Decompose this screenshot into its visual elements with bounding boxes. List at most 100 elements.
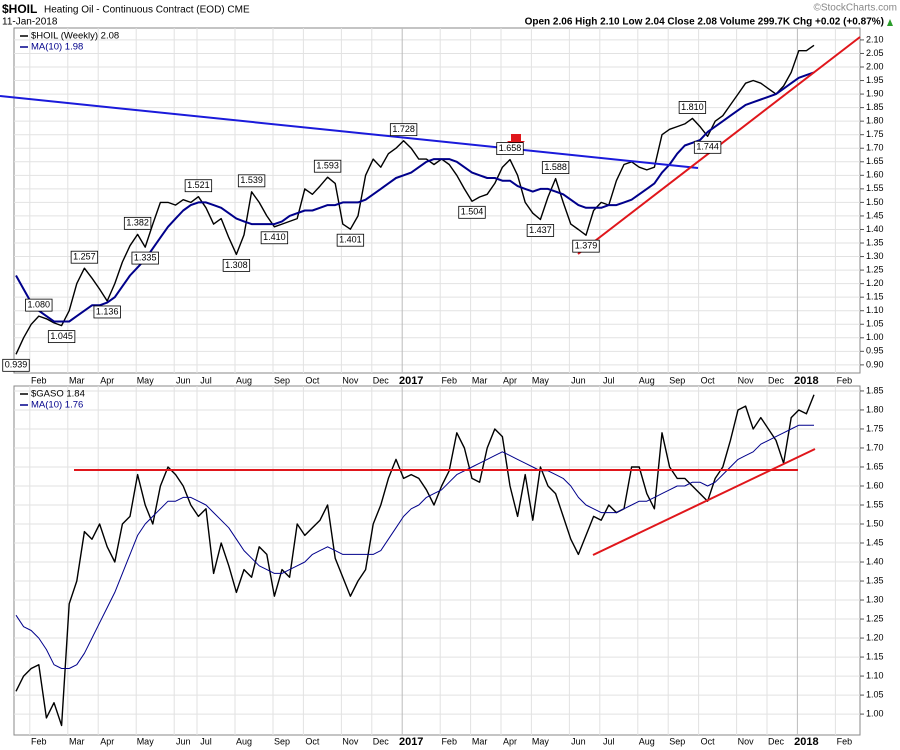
value-label-box — [184, 179, 213, 193]
y-tick-label: 1.55 — [866, 183, 884, 193]
x-tick-label: Jun — [571, 736, 586, 746]
x-tick-label: 2018 — [794, 375, 818, 387]
y-tick-label: 1.70 — [866, 442, 884, 452]
x-tick-label: Aug — [236, 375, 252, 385]
y-tick-label: 1.00 — [866, 332, 884, 342]
x-tick-label: Apr — [503, 375, 517, 385]
y-tick-label: 1.50 — [866, 197, 884, 207]
value-label-box — [313, 159, 342, 173]
x-tick-label: 2017 — [399, 375, 423, 387]
y-tick-label: 1.45 — [866, 210, 884, 220]
y-tick-label: 1.90 — [866, 88, 884, 98]
x-tick-label: Mar — [472, 736, 488, 746]
source-credit: ©StockCharts.com — [813, 3, 897, 14]
y-tick-label: 1.65 — [866, 156, 884, 166]
y-tick-label: 1.60 — [866, 480, 884, 490]
value-label: 1.080 — [28, 300, 51, 310]
legend-label: MA(10) 1.98 — [31, 42, 83, 53]
legend-label: MA(10) 1.76 — [31, 400, 83, 411]
x-tick-label: Nov — [342, 375, 359, 385]
value-label-box — [2, 358, 30, 372]
value-label-box — [526, 224, 555, 237]
value-label: 1.593 — [316, 161, 339, 171]
y-tick-label: 2.10 — [866, 34, 884, 44]
chart-subtitle: Heating Oil - Continuous Contract (EOD) … — [44, 5, 250, 16]
x-tick-label: Sep — [274, 736, 290, 746]
x-tick-label: Aug — [639, 736, 655, 746]
value-label: 1.410 — [263, 232, 286, 242]
x-tick-label: Jul — [603, 375, 615, 385]
y-tick-label: 1.25 — [866, 264, 884, 274]
y-tick-label: 2.05 — [866, 48, 884, 58]
x-tick-label: Oct — [701, 375, 716, 385]
chart-date: 11-Jan-2018 — [2, 17, 58, 28]
y-tick-label: 1.05 — [866, 689, 884, 699]
x-tick-label: May — [532, 375, 550, 385]
value-label-box — [260, 231, 289, 245]
series-line — [15, 394, 815, 727]
y-tick-label: 1.15 — [866, 292, 884, 302]
x-tick-label: Feb — [441, 375, 457, 385]
series-line — [15, 44, 815, 355]
x-tick-label: Feb — [441, 736, 457, 746]
value-label-box — [389, 123, 418, 137]
y-tick-label: 1.30 — [866, 594, 884, 604]
y-tick-label: 0.90 — [866, 359, 884, 369]
x-tick-label: Oct — [701, 736, 716, 746]
x-tick-label: Sep — [669, 736, 685, 746]
y-tick-label: 1.80 — [866, 404, 884, 414]
value-label: 1.658 — [499, 143, 522, 153]
y-tick-label: 1.20 — [866, 278, 884, 288]
value-label: 1.257 — [73, 252, 96, 262]
chart-stats: Open 2.06 High 2.10 Low 2.04 Close 2.08 … — [525, 17, 884, 28]
y-tick-label: 1.25 — [866, 613, 884, 623]
value-label: 1.401 — [339, 235, 362, 245]
y-tick-label: 1.10 — [866, 305, 884, 315]
value-label-box — [237, 174, 266, 188]
value-label-box — [47, 330, 76, 344]
x-tick-label: Sep — [669, 375, 685, 385]
x-tick-label: Dec — [768, 736, 785, 746]
change-up-icon — [887, 19, 893, 26]
x-tick-label: Jul — [200, 375, 212, 385]
x-tick-label: Feb — [31, 375, 47, 385]
value-label: 1.308 — [225, 260, 248, 270]
value-label: 1.136 — [96, 306, 119, 316]
y-tick-label: 1.85 — [866, 385, 884, 395]
y-tick-label: 1.60 — [866, 170, 884, 180]
value-label-box — [541, 161, 570, 174]
y-tick-label: 2.00 — [866, 61, 884, 71]
x-tick-label: Feb — [31, 736, 47, 746]
x-tick-label: Jun — [176, 375, 191, 385]
legend-label: $GASO 1.84 — [31, 389, 85, 400]
value-label: 1.588 — [544, 162, 567, 172]
x-tick-label: Apr — [503, 736, 517, 746]
y-tick-label: 1.35 — [866, 237, 884, 247]
x-tick-label: Dec — [373, 736, 390, 746]
value-label: 1.810 — [681, 102, 704, 112]
y-tick-label: 1.45 — [866, 537, 884, 547]
y-tick-label: 1.70 — [866, 143, 884, 153]
value-label: 1.504 — [461, 207, 484, 217]
value-label: 1.728 — [392, 124, 415, 134]
value-label-box — [25, 298, 53, 312]
value-label: 1.045 — [50, 331, 73, 341]
top-panel — [13, 27, 861, 374]
y-tick-label: 1.80 — [866, 116, 884, 126]
x-tick-label: Mar — [69, 736, 85, 746]
value-label-box — [131, 251, 159, 265]
x-tick-label: Jun — [571, 375, 586, 385]
x-tick-label: Aug — [236, 736, 252, 746]
x-tick-label: Dec — [768, 375, 785, 385]
x-tick-label: May — [532, 736, 550, 746]
y-tick-label: 1.30 — [866, 251, 884, 261]
value-label: 1.437 — [529, 225, 552, 235]
labels: 0.90 0.95 1.00 1.05 1.10 1.15 1.20 1.25 1.30 1.35… — [2, 31, 884, 748]
value-label: 1.335 — [134, 252, 157, 262]
value-label-box — [222, 258, 251, 272]
x-tick-label: Nov — [738, 736, 755, 746]
x-tick-label: Jun — [176, 736, 191, 746]
y-tick-label: 1.85 — [866, 102, 884, 112]
